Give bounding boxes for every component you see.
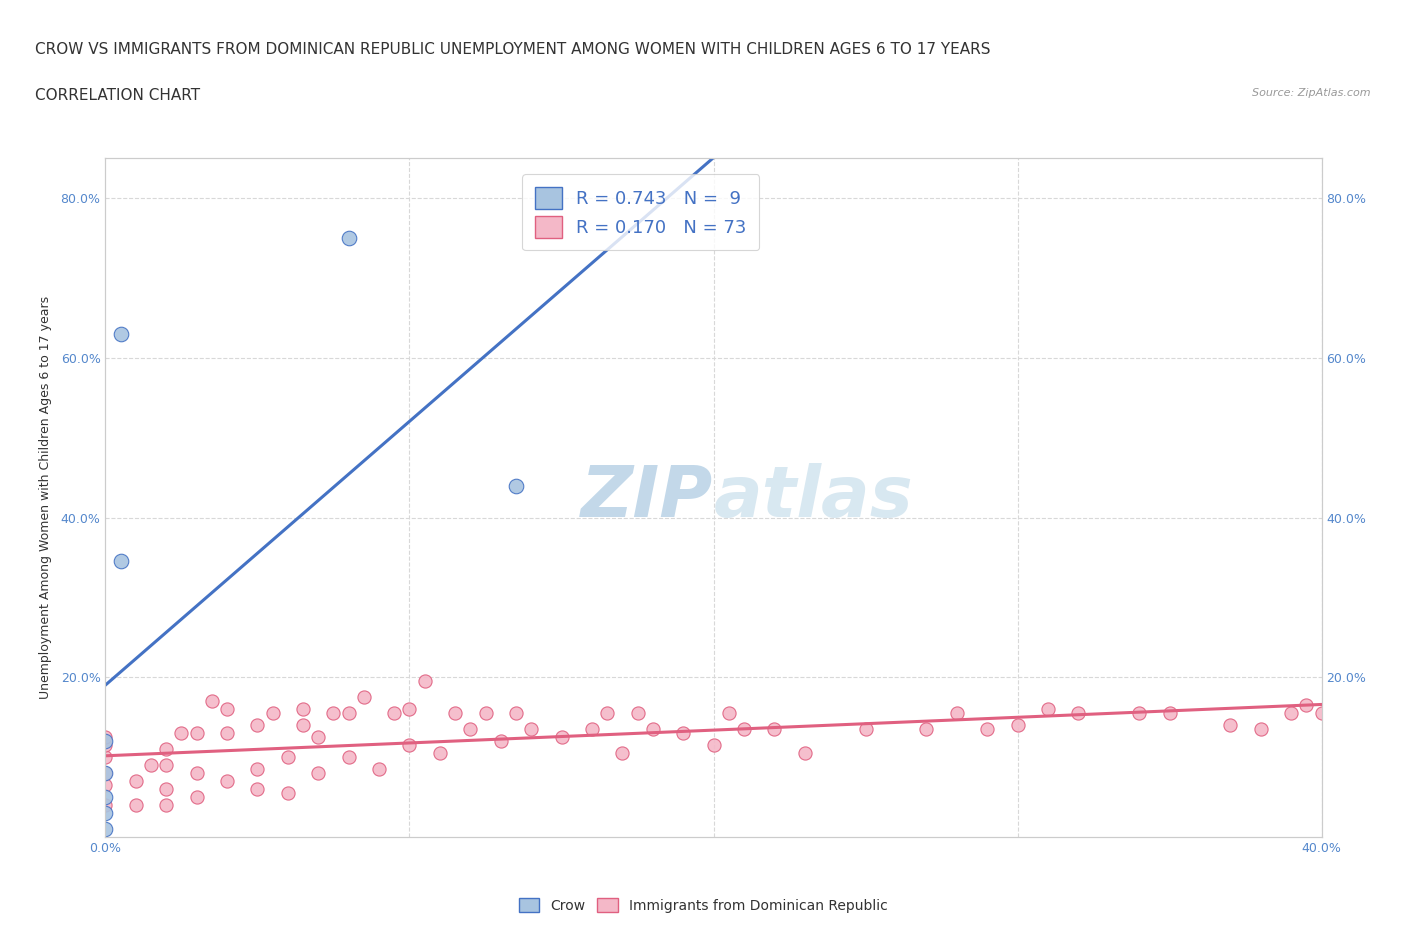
- Point: [125, 798, 148, 813]
- Point: [155, 758, 177, 773]
- Point: [1250, 722, 1272, 737]
- Point: [641, 722, 664, 737]
- Point: [368, 762, 391, 777]
- Point: [322, 706, 344, 721]
- Point: [915, 722, 938, 737]
- Point: [337, 706, 360, 721]
- Point: [217, 774, 239, 789]
- Point: [1036, 702, 1059, 717]
- Point: [1295, 698, 1317, 712]
- Point: [505, 478, 527, 493]
- Point: [733, 722, 755, 737]
- Point: [855, 722, 877, 737]
- Point: [186, 765, 208, 780]
- Point: [94, 737, 117, 752]
- Point: [489, 734, 512, 749]
- Point: [307, 730, 329, 745]
- Point: [337, 231, 360, 246]
- Point: [94, 765, 117, 780]
- Point: [612, 746, 634, 761]
- Point: [292, 718, 315, 733]
- Point: [110, 554, 132, 569]
- Point: [262, 706, 284, 721]
- Point: [186, 790, 208, 804]
- Point: [337, 750, 360, 764]
- Text: atlas: atlas: [713, 463, 914, 532]
- Point: [382, 706, 405, 721]
- Text: CORRELATION CHART: CORRELATION CHART: [35, 88, 200, 103]
- Point: [763, 722, 786, 737]
- Point: [1128, 706, 1150, 721]
- Point: [1310, 706, 1333, 721]
- Point: [1067, 706, 1090, 721]
- Point: [94, 821, 117, 836]
- Point: [945, 706, 967, 721]
- Point: [505, 706, 527, 721]
- Point: [444, 706, 467, 721]
- Point: [717, 706, 740, 721]
- Point: [246, 781, 269, 796]
- Point: [976, 722, 998, 737]
- Point: [94, 798, 117, 813]
- Point: [94, 777, 117, 792]
- Point: [474, 706, 496, 721]
- Point: [429, 746, 451, 761]
- Point: [155, 781, 177, 796]
- Point: [217, 725, 239, 740]
- Point: [277, 786, 299, 801]
- Legend: R = 0.743   N =  9, R = 0.170   N = 73: R = 0.743 N = 9, R = 0.170 N = 73: [522, 174, 759, 250]
- Point: [155, 742, 177, 757]
- Point: [201, 694, 224, 709]
- Point: [307, 765, 329, 780]
- Point: [139, 758, 162, 773]
- Point: [246, 762, 269, 777]
- Point: [398, 737, 420, 752]
- Point: [125, 774, 148, 789]
- Point: [550, 730, 572, 745]
- Point: [94, 765, 117, 780]
- Point: [1007, 718, 1029, 733]
- Point: [1159, 706, 1181, 721]
- Point: [793, 746, 815, 761]
- Point: [702, 737, 725, 752]
- Text: Source: ZipAtlas.com: Source: ZipAtlas.com: [1253, 88, 1371, 99]
- Point: [94, 734, 117, 749]
- Point: [94, 790, 117, 804]
- Point: [1219, 718, 1241, 733]
- Point: [277, 750, 299, 764]
- Point: [94, 805, 117, 820]
- Point: [170, 725, 193, 740]
- Point: [596, 706, 619, 721]
- Point: [217, 702, 239, 717]
- Point: [672, 725, 695, 740]
- Text: ZIP: ZIP: [581, 463, 713, 532]
- Point: [458, 722, 481, 737]
- Point: [1279, 706, 1302, 721]
- Point: [626, 706, 648, 721]
- Point: [353, 690, 375, 705]
- Y-axis label: Unemployment Among Women with Children Ages 6 to 17 years: Unemployment Among Women with Children A…: [39, 296, 52, 699]
- Point: [520, 722, 543, 737]
- Text: CROW VS IMMIGRANTS FROM DOMINICAN REPUBLIC UNEMPLOYMENT AMONG WOMEN WITH CHILDRE: CROW VS IMMIGRANTS FROM DOMINICAN REPUBL…: [35, 42, 991, 57]
- Point: [186, 725, 208, 740]
- Legend: Crow, Immigrants from Dominican Republic: Crow, Immigrants from Dominican Republic: [513, 893, 893, 919]
- Point: [292, 702, 315, 717]
- Point: [581, 722, 603, 737]
- Point: [110, 326, 132, 341]
- Point: [94, 750, 117, 764]
- Point: [155, 798, 177, 813]
- Point: [413, 674, 436, 689]
- Point: [94, 730, 117, 745]
- Point: [246, 718, 269, 733]
- Point: [398, 702, 420, 717]
